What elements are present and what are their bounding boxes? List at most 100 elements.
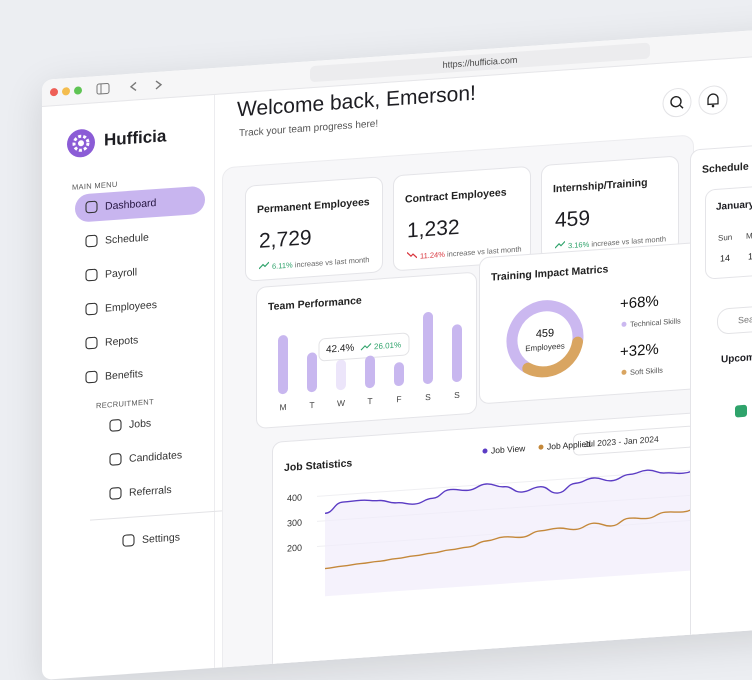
legend-label: Job Applied: [547, 439, 591, 452]
line: [324, 506, 702, 570]
menu-item-label: Dashboard: [105, 197, 157, 213]
bar: [278, 335, 288, 395]
menu-section-label: MAIN MENU: [72, 179, 118, 192]
menu-icon: [85, 234, 98, 248]
team-performance-card: Team Performance M T W 42.4% 26.01% T F S S: [256, 271, 477, 430]
toolbar: https://hufficia.com: [42, 26, 752, 108]
menu-icon: [109, 487, 122, 500]
menu-item[interactable]: Settings: [112, 519, 242, 556]
bar: [336, 359, 346, 391]
bar: [365, 355, 375, 389]
minimize-button[interactable]: [62, 87, 70, 96]
menu-item[interactable]: Repots: [75, 322, 205, 359]
page: https://hufficia.com Hufficia MAIN MENU D…: [42, 26, 752, 680]
trend-arrow: [360, 343, 372, 351]
legend-label: Job View: [491, 443, 526, 455]
brand-logo: [67, 129, 95, 158]
nav-icons: [96, 80, 163, 95]
stat-label: Contract Employees: [405, 186, 507, 206]
menu-section-label: RECRUITMENT: [96, 397, 154, 411]
icon-shape: [122, 534, 135, 547]
menu-item[interactable]: Employees: [75, 288, 205, 325]
legend-dot: [621, 321, 627, 327]
search-button[interactable]: [662, 88, 692, 118]
bar: [423, 311, 433, 385]
zoom-button[interactable]: [74, 86, 82, 95]
stat-card: Internship/Training 459 3.16% increase vs …: [541, 155, 679, 262]
day-date: 14: [720, 252, 731, 264]
line: [324, 468, 702, 515]
schedule-panel: Schedule January Sun 14 Mon 15 Search Upcom…: [690, 140, 752, 652]
arrow-line: [258, 261, 270, 270]
y-tick-label: 200: [287, 543, 302, 554]
menu-item-label: Settings: [142, 531, 180, 547]
close-button[interactable]: [50, 87, 58, 97]
trend-arrow: [554, 241, 566, 249]
menu-icon: [85, 200, 98, 214]
legend-dot: [482, 448, 488, 454]
menu-item-label: Referrals: [129, 483, 172, 499]
notification-button[interactable]: [698, 85, 728, 115]
x-tick-label: M: [279, 402, 286, 412]
menu-icon: [122, 534, 135, 547]
menu-item-label: Schedule: [105, 231, 149, 247]
stat-change: 6.11%: [272, 260, 293, 271]
brand-name: Hufficia: [104, 126, 167, 150]
y-tick-label: 400: [287, 492, 302, 503]
area: [325, 468, 701, 597]
x-tick-label: S: [425, 392, 431, 402]
stat-label: Internship/Training: [553, 176, 648, 196]
header-icons: [662, 85, 728, 118]
address-bar[interactable]: https://hufficia.com: [310, 42, 650, 83]
donut-chart: +68% Technical Skills +32% Soft Skills 459Em…: [506, 293, 681, 378]
bar: [307, 352, 317, 393]
menu-item[interactable]: Benefits: [75, 356, 205, 393]
menu-icon: [85, 302, 98, 316]
menu-item-label: Candidates: [129, 449, 183, 465]
icon-shape: [85, 336, 98, 350]
icon-shape: [85, 370, 98, 384]
arrow-line: [406, 252, 418, 259]
menu-icon: [85, 268, 98, 282]
legend-dot: [621, 369, 627, 375]
stat-change-row: 11.24% increase vs last month: [406, 243, 522, 261]
menu-item[interactable]: Referrals: [99, 472, 229, 509]
divider: [90, 509, 240, 521]
tooltip: 42.4% 26.01%: [318, 332, 410, 362]
day-name: Sun: [718, 232, 733, 243]
donut-segment: [506, 300, 584, 373]
menu-icon: [85, 370, 98, 384]
menu-item[interactable]: Jobs: [99, 404, 229, 441]
stat-value: 459: [555, 206, 591, 233]
icon-shape: [85, 268, 98, 282]
menu-item[interactable]: Schedule: [75, 220, 205, 257]
menu-icon: [109, 453, 122, 466]
menu-item-label: Benefits: [105, 367, 143, 383]
donut-center-value: 459: [536, 327, 554, 340]
calendar: January Sun 14 Mon 15: [705, 181, 752, 280]
x-tick-label: S: [454, 390, 460, 400]
stat-card: Contract Employees 1,232 11.24% increase v…: [393, 165, 531, 272]
legend-dot: [538, 444, 544, 450]
stat-value: 2,729: [259, 226, 312, 253]
trend-arrow: [258, 261, 270, 270]
menu-item[interactable]: Payroll: [75, 254, 205, 291]
x-tick-label: T: [309, 400, 314, 410]
menu-icon: [109, 419, 122, 432]
menu-item-label: Repots: [105, 334, 139, 349]
job-statistics-card: Job Statistics Jul 2023 - Jan 2024 200 30…: [272, 411, 707, 680]
menu-item[interactable]: Dashboard: [75, 185, 205, 223]
donut-center-label: Employees: [525, 341, 565, 353]
x-tick-label: F: [396, 394, 401, 404]
menu-item[interactable]: Candidates: [99, 438, 229, 475]
search-placeholder: Search: [738, 313, 752, 326]
month: January: [716, 199, 752, 213]
tooltip-change: 26.01%: [374, 340, 401, 351]
icon-shape: [85, 200, 98, 214]
schedule-title: Schedule: [702, 160, 749, 176]
icon-shape: [109, 419, 122, 432]
bar-chart: M T W 42.4% 26.01% T F S S: [278, 311, 462, 412]
search-box[interactable]: Search: [717, 300, 752, 335]
checkbox[interactable]: [735, 404, 747, 418]
trend-arrow: [406, 252, 418, 259]
